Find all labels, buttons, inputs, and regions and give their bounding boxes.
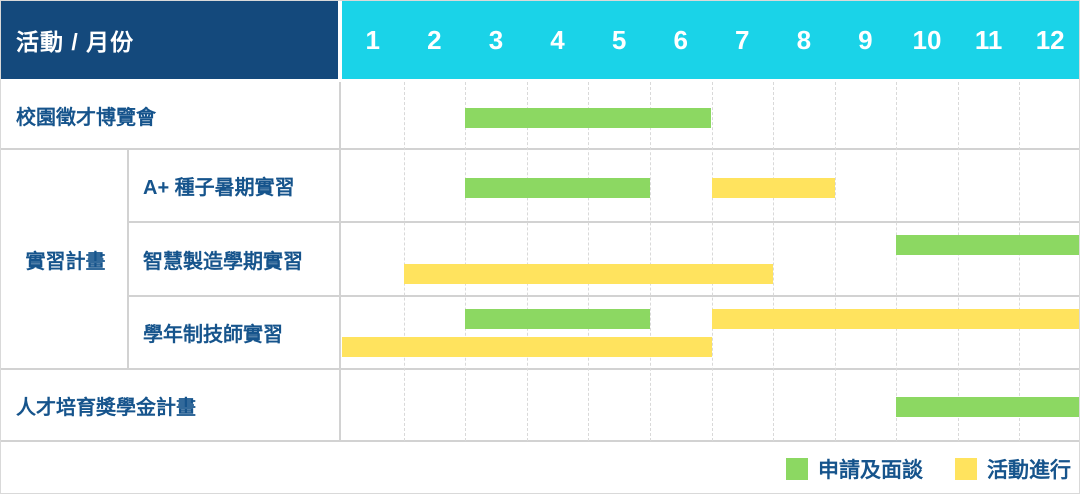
gantt-bar-active bbox=[403, 264, 774, 284]
row-separator bbox=[1, 368, 1079, 370]
month-gridline bbox=[403, 82, 405, 441]
gantt-bar-apply bbox=[465, 178, 650, 198]
month-gridline bbox=[957, 82, 959, 441]
gantt-bar-apply bbox=[896, 235, 1079, 255]
gantt-bar-active bbox=[711, 178, 835, 198]
month-header-cell: 5 bbox=[611, 24, 627, 55]
row-label: 校園徵才博覽會 bbox=[16, 107, 156, 129]
month-gridline bbox=[896, 82, 898, 441]
legend-item: 活動進行 bbox=[955, 454, 1071, 484]
legend: 申請及面談 活動進行 bbox=[786, 447, 1071, 491]
legend-swatch-active bbox=[955, 458, 977, 480]
row-label: 人才培育獎學金計畫 bbox=[16, 396, 196, 419]
gantt-bar-active bbox=[711, 309, 1079, 329]
month-header-cell: 6 bbox=[673, 24, 688, 55]
month-header-cell: 3 bbox=[488, 24, 504, 55]
column-separator bbox=[339, 82, 341, 441]
gantt-bar-apply bbox=[465, 108, 712, 128]
row-separator bbox=[1, 148, 1079, 150]
month-gridline bbox=[773, 82, 775, 441]
month-header-cell: 9 bbox=[858, 24, 873, 55]
row-separator bbox=[128, 295, 1079, 297]
month-header-cell: 4 bbox=[550, 24, 565, 55]
month-header-cell: 2 bbox=[427, 24, 442, 55]
month-header-cell: 7 bbox=[735, 24, 750, 55]
legend-item: 申請及面談 bbox=[786, 454, 923, 484]
month-gridline bbox=[588, 82, 590, 441]
month-header-cell: 1 bbox=[365, 24, 381, 55]
month-header-cell: 12 bbox=[1035, 24, 1065, 55]
month-gridline bbox=[526, 82, 528, 441]
corner-header-label: 活動 / 月份 bbox=[1, 1, 338, 79]
group-label: 實習計畫 bbox=[25, 250, 106, 273]
row-label: 學年制技師實習 bbox=[143, 324, 283, 346]
column-separator bbox=[127, 149, 129, 369]
gantt-bar-apply bbox=[465, 309, 650, 329]
row-label: 智慧製造學期實習 bbox=[143, 250, 303, 273]
legend-label: 活動進行 bbox=[987, 459, 1071, 482]
legend-label: 申請及面談 bbox=[818, 459, 923, 482]
month-header-cell: 11 bbox=[974, 24, 1003, 55]
month-header-row: 1 2 3 4 5 6 7 8 9 10 11 12 bbox=[342, 1, 1079, 79]
month-header-cell: 8 bbox=[796, 24, 812, 55]
row-separator bbox=[128, 221, 1079, 223]
month-gridline bbox=[649, 82, 651, 441]
month-header-cell: 10 bbox=[912, 24, 942, 55]
legend-swatch-apply bbox=[786, 458, 808, 480]
month-gridline bbox=[1019, 82, 1021, 441]
month-gridline bbox=[465, 82, 467, 441]
row-separator bbox=[1, 440, 1079, 442]
month-gridline bbox=[834, 82, 836, 441]
gantt-bar-active bbox=[342, 337, 712, 357]
month-gridline bbox=[711, 82, 713, 441]
gantt-bar-apply bbox=[896, 397, 1079, 417]
row-label: A+ 種子暑期實習 bbox=[143, 177, 295, 199]
